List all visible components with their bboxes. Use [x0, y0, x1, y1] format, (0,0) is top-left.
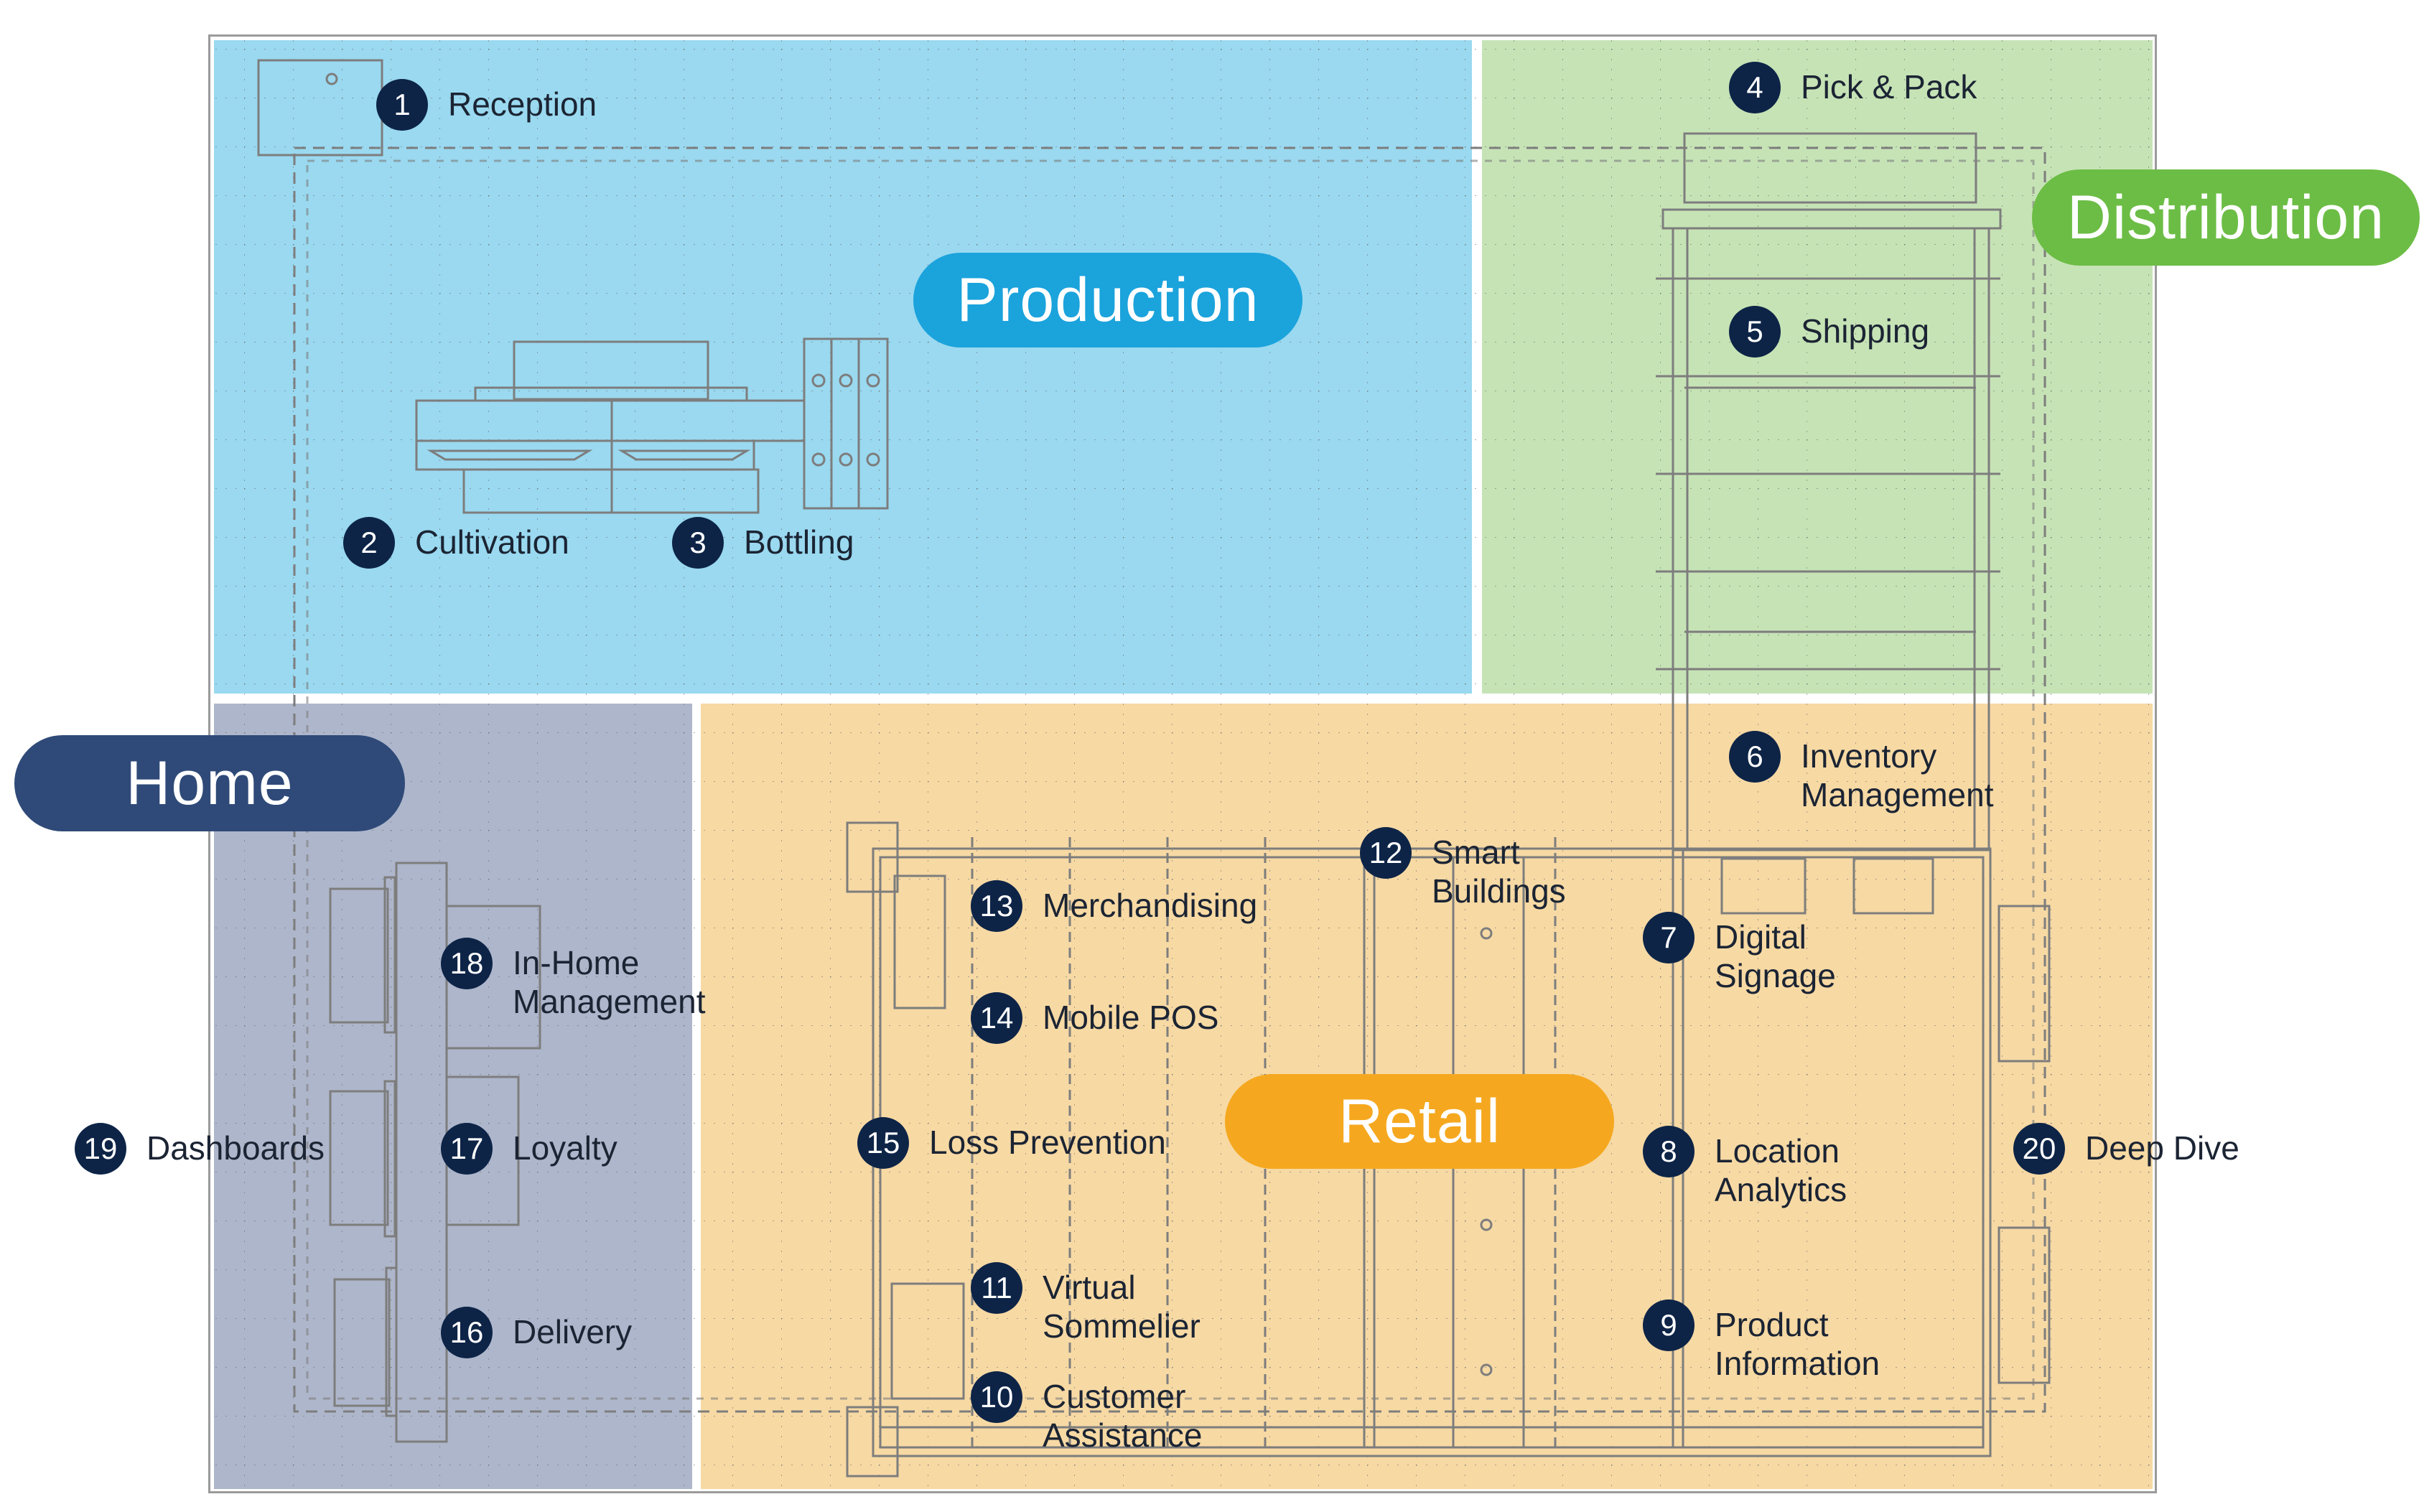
marker-label-line: Assistance: [1043, 1417, 1203, 1454]
marker-label: Delivery: [513, 1312, 632, 1351]
marker-label: Loss Prevention: [929, 1123, 1166, 1162]
marker-number: 16: [441, 1307, 493, 1358]
marker-label: Pick & Pack: [1801, 67, 1977, 106]
home-label: Home: [14, 735, 405, 831]
marker-label-line: Buildings: [1432, 872, 1566, 910]
marker-number: 7: [1643, 912, 1695, 963]
marker-13[interactable]: 13 Merchandising: [971, 880, 1257, 932]
marker-label-line: Merchandising: [1043, 887, 1258, 924]
marker-label-line: Location: [1715, 1132, 1840, 1170]
marker-number: 6: [1729, 731, 1781, 783]
marker-7[interactable]: 7 Digital Signage: [1643, 912, 1836, 995]
marker-9[interactable]: 9 Product Information: [1643, 1299, 1880, 1383]
marker-14[interactable]: 14 Mobile POS: [971, 992, 1218, 1044]
marker-label: Inventory Management: [1801, 737, 1994, 814]
marker-label-line: Digital: [1715, 918, 1807, 956]
production-label: Production: [913, 253, 1302, 347]
marker-label-line: Cultivation: [415, 523, 569, 561]
marker-label-line: Delivery: [513, 1313, 633, 1350]
marker-label: Customer Assistance: [1043, 1377, 1202, 1455]
marker-label: Shipping: [1801, 312, 1929, 350]
marker-label: Reception: [448, 85, 597, 123]
marker-label: Dashboards: [146, 1129, 325, 1167]
marker-number: 9: [1643, 1299, 1695, 1351]
marker-number: 10: [971, 1371, 1022, 1423]
marker-label: Merchandising: [1043, 886, 1257, 925]
marker-label-line: Loyalty: [513, 1129, 617, 1167]
marker-label-line: Management: [513, 983, 706, 1020]
marker-4[interactable]: 4 Pick & Pack: [1729, 62, 1977, 113]
marker-label-line: Customer: [1043, 1378, 1186, 1415]
marker-label-line: Pick & Pack: [1801, 68, 1977, 106]
marker-label: Loyalty: [513, 1129, 617, 1167]
marker-3[interactable]: 3 Bottling: [672, 517, 854, 569]
marker-label-line: Virtual: [1043, 1269, 1136, 1306]
marker-number: 18: [441, 938, 493, 989]
marker-label-line: Shipping: [1801, 312, 1930, 350]
marker-18[interactable]: 18 In-Home Management: [441, 938, 706, 1021]
marker-label: In-Home Management: [513, 943, 706, 1021]
marker-label: Smart Buildings: [1432, 833, 1566, 910]
marker-17[interactable]: 17 Loyalty: [441, 1123, 617, 1175]
marker-label: Bottling: [744, 523, 854, 561]
marker-label: Deep Dive: [2085, 1129, 2239, 1167]
marker-label: Cultivation: [415, 523, 569, 561]
marker-label-line: Smart: [1432, 834, 1520, 871]
marker-number: 1: [376, 79, 428, 131]
marker-12[interactable]: 12 Smart Buildings: [1360, 827, 1566, 910]
marker-label-line: Dashboards: [146, 1129, 325, 1167]
marker-label-line: Signage: [1715, 957, 1836, 994]
distribution-rack: [1656, 132, 2002, 851]
marker-2[interactable]: 2 Cultivation: [343, 517, 569, 569]
marker-19[interactable]: 19 Dashboards: [75, 1123, 325, 1175]
marker-label-line: Analytics: [1715, 1171, 1847, 1208]
marker-number: 19: [75, 1123, 126, 1175]
marker-number: 3: [672, 517, 724, 569]
marker-5[interactable]: 5 Shipping: [1729, 306, 1929, 358]
bottling-equipment: [803, 337, 889, 510]
marker-label-line: Reception: [448, 85, 597, 123]
marker-number: 2: [343, 517, 395, 569]
marker-label-line: Product: [1715, 1306, 1829, 1343]
marker-11[interactable]: 11 Virtual Sommelier: [971, 1262, 1201, 1345]
distribution-label: Distribution: [2032, 169, 2420, 266]
marker-label-line: Deep Dive: [2085, 1129, 2239, 1167]
marker-number: 5: [1729, 306, 1781, 358]
marker-number: 13: [971, 880, 1022, 932]
marker-label: Location Analytics: [1715, 1131, 1847, 1209]
marker-label-line: Loss Prevention: [929, 1124, 1166, 1161]
marker-label: Mobile POS: [1043, 998, 1218, 1037]
marker-label-line: Management: [1801, 776, 1994, 813]
marker-label-line: Bottling: [744, 523, 854, 561]
marker-10[interactable]: 10 Customer Assistance: [971, 1371, 1202, 1455]
marker-label-line: Mobile POS: [1043, 999, 1219, 1036]
marker-number: 8: [1643, 1126, 1695, 1177]
marker-number: 4: [1729, 62, 1781, 113]
marker-1[interactable]: 1 Reception: [376, 79, 597, 131]
marker-20[interactable]: 20 Deep Dive: [2013, 1123, 2239, 1175]
marker-15[interactable]: 15 Loss Prevention: [857, 1117, 1166, 1169]
marker-label-line: Information: [1715, 1345, 1880, 1382]
retail-label: Retail: [1225, 1074, 1614, 1169]
marker-number: 20: [2013, 1123, 2065, 1175]
marker-number: 11: [971, 1262, 1022, 1314]
marker-number: 17: [441, 1123, 493, 1175]
marker-8[interactable]: 8 Location Analytics: [1643, 1126, 1847, 1209]
marker-label-line: In-Home: [513, 944, 640, 981]
cultivation-equipment: [415, 340, 806, 514]
marker-16[interactable]: 16 Delivery: [441, 1307, 632, 1358]
marker-label-line: Inventory: [1801, 737, 1937, 775]
marker-6[interactable]: 6 Inventory Management: [1729, 731, 1994, 814]
marker-number: 14: [971, 992, 1022, 1044]
marker-number: 15: [857, 1117, 909, 1169]
marker-number: 12: [1360, 827, 1412, 879]
marker-label: Product Information: [1715, 1305, 1880, 1383]
marker-label: Digital Signage: [1715, 918, 1836, 995]
marker-label-line: Sommelier: [1043, 1307, 1201, 1345]
marker-label: Virtual Sommelier: [1043, 1268, 1201, 1345]
